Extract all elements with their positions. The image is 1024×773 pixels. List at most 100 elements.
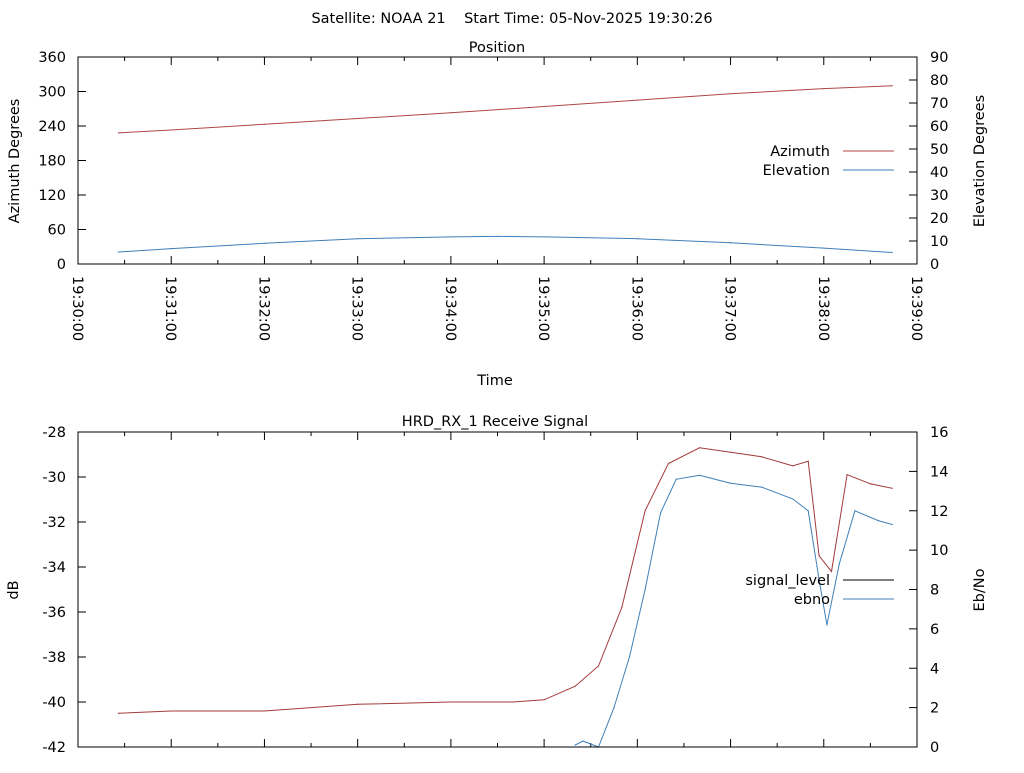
position-xtick-label: 19:36:00 [628,276,644,341]
data-point-ebno [660,512,662,514]
signal-ylabel: dB [6,580,22,599]
data-point-signal-level [792,465,794,467]
position-tick-labels: 0 60 120 180 240 300 360 0 10 20 30 40 50 60 70 80 90 19:… [38,50,948,341]
signal-ytick-label: -38 [42,650,66,666]
data-point-ebno [582,740,584,742]
signal-series [117,447,893,748]
signal-y2tick-label: 12 [930,504,948,520]
signal-y2tick-label: 10 [930,543,948,559]
data-point-elevation [823,247,825,249]
position-plot-frame [77,56,918,265]
position-y2tick-label: 30 [930,188,948,204]
data-point-signal-level [807,460,809,462]
data-point-signal-level [644,510,646,512]
position-y2tick-label: 0 [930,257,939,273]
signal-y2tick-label: 0 [930,740,939,756]
position-title: Position [469,40,525,56]
data-point-elevation [357,238,359,240]
data-point-signal-level [574,685,576,687]
position-ytick-label: 240 [38,119,66,135]
signal-ticks [77,431,918,748]
data-point-signal-level [729,451,732,453]
legend-label-elevation: Elevation [763,163,830,179]
position-ticks [77,56,918,265]
data-point-ebno [838,563,840,565]
signal-ytick-label: -42 [42,740,66,756]
signal-y2tick-label: 8 [930,583,939,599]
series-line-signal-level [118,447,893,714]
signal-ytick-label: -28 [42,425,66,441]
position-xtick-label: 19:32:00 [255,276,271,341]
data-point-ebno [574,744,576,746]
position-ytick-label: 120 [38,188,66,204]
data-point-azimuth [891,85,893,87]
data-point-azimuth [543,105,545,108]
data-point-azimuth [117,132,119,134]
signal-ytick-label: -36 [42,605,66,621]
position-ytick-label: 0 [57,257,66,273]
data-point-signal-level [621,606,623,609]
position-xtick-label: 19:37:00 [722,276,738,341]
position-xtick-label: 19:31:00 [162,276,178,341]
data-point-signal-level [170,710,172,712]
data-point-ebno [877,519,879,522]
series-line-elevation [118,235,893,253]
position-xtick-label: 19:33:00 [349,276,365,341]
signal-tick-labels: -42 -40 -38 -36 -34 -32 -30 -28 0 2 4 6 8 10 12 14 16 [42,425,948,756]
position-legend: Azimuth Elevation [763,144,894,179]
data-point-ebno [698,474,701,476]
data-point-ebno [792,498,794,500]
position-xtick-label: 19:39:00 [908,276,924,341]
data-point-ebno [729,482,732,484]
signal-chart: HRD_RX_1 Receive Signal -42 -40 -38 -36 -34 -… [6,414,988,756]
position-y2tick-label: 20 [930,211,948,227]
data-point-elevation [891,251,893,254]
data-point-ebno [891,523,893,526]
data-point-ebno [613,707,615,709]
data-point-elevation [117,251,119,253]
data-point-ebno [644,588,646,591]
data-point-azimuth [357,117,359,120]
position-chart: Position 0 60 120 180 240 300 360 0 10 20 30 40 50 60… [7,40,988,389]
signal-title: HRD_RX_1 Receive Signal [402,414,588,430]
position-y2tick-label: 40 [930,165,948,181]
position-y2tick-label: 90 [930,50,948,66]
data-point-signal-level [869,483,871,485]
data-point-signal-level [891,487,893,489]
data-point-signal-level [846,474,848,476]
data-point-elevation [729,242,732,244]
data-point-azimuth [450,112,452,114]
data-point-elevation [543,236,545,238]
position-xtick-label: 19:35:00 [535,276,551,341]
signal-y2tick-label: 2 [930,701,939,717]
data-point-signal-level [263,710,266,712]
data-point-elevation [450,236,452,238]
series-line-azimuth [118,85,893,134]
signal-y2tick-label: 16 [930,425,948,441]
signal-plot-frame [77,431,918,748]
position-xtick-label: 19:34:00 [442,276,458,341]
signal-ytick-label: -40 [42,695,66,711]
signal-ytick-label: -30 [42,470,66,486]
data-point-signal-level [512,701,514,703]
data-point-signal-level [830,570,833,573]
data-point-azimuth [823,88,825,90]
position-y2label: Elevation Degrees [972,95,988,227]
position-y2tick-label: 50 [930,142,948,158]
position-ytick-label: 360 [38,50,66,66]
data-point-ebno [807,510,809,512]
data-point-ebno [826,624,828,626]
position-y2tick-label: 70 [930,96,948,112]
signal-ytick-label: -34 [42,560,66,576]
legend-label-signal-level: signal_level [745,573,830,589]
data-point-signal-level [357,703,359,705]
data-point-azimuth [729,93,732,95]
signal-y2tick-label: 4 [930,661,939,677]
position-series [117,85,893,254]
data-point-ebno [818,579,820,581]
data-point-azimuth [170,129,172,131]
data-point-ebno [628,655,631,658]
position-y2tick-label: 80 [930,73,948,89]
